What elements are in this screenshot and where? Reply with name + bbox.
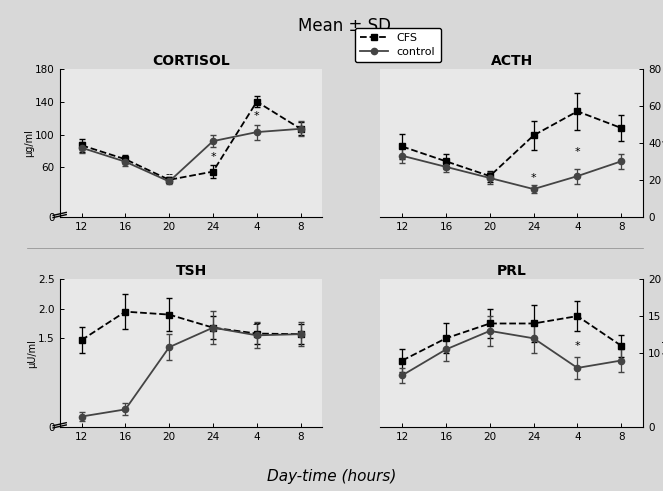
- Text: Day-time (hours): Day-time (hours): [267, 468, 396, 484]
- Text: *: *: [575, 341, 580, 351]
- Title: CORTISOL: CORTISOL: [152, 54, 230, 68]
- Text: *: *: [254, 110, 260, 121]
- Y-axis label: μg/ml: μg/ml: [24, 129, 34, 157]
- Y-axis label: μU/ml: μU/ml: [27, 339, 36, 368]
- Text: --: --: [253, 319, 261, 329]
- Text: --: --: [165, 169, 173, 179]
- Legend: CFS, control: CFS, control: [355, 27, 441, 62]
- Text: *: *: [531, 173, 536, 183]
- Title: PRL: PRL: [497, 264, 526, 278]
- Text: *: *: [575, 147, 580, 157]
- Text: *: *: [210, 152, 215, 162]
- Text: Mean ± SD: Mean ± SD: [298, 17, 391, 35]
- Title: ACTH: ACTH: [491, 54, 533, 68]
- Title: TSH: TSH: [176, 264, 207, 278]
